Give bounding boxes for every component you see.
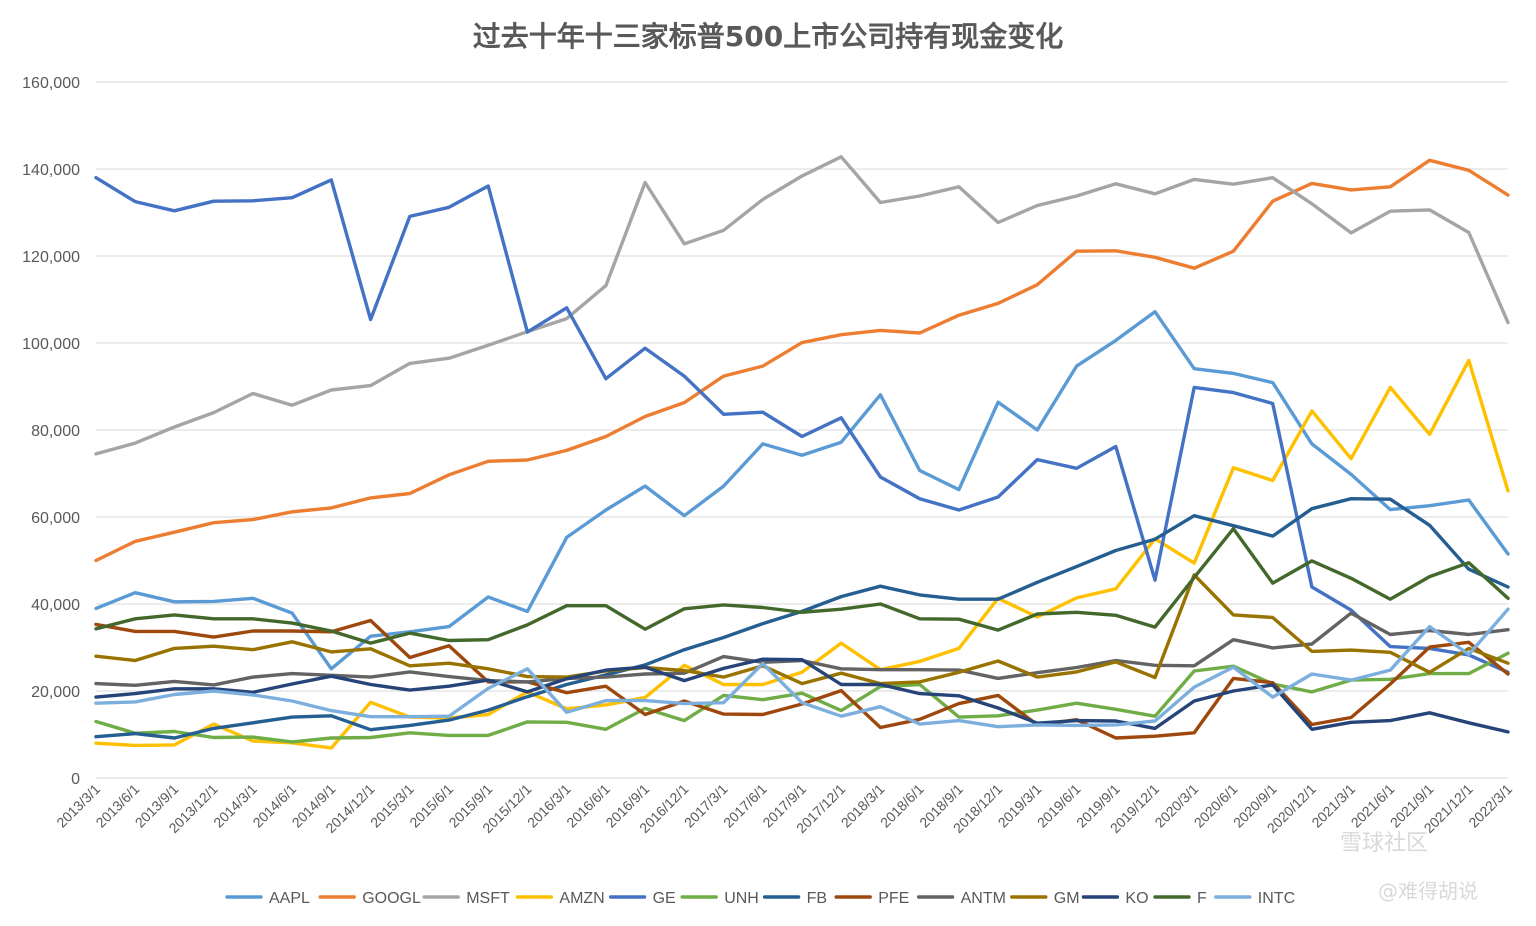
legend-label-f: F — [1197, 890, 1207, 907]
watermark-credit: @难得胡说 — [1378, 879, 1478, 903]
series-line-ko — [94, 657, 1510, 734]
series-lines — [94, 155, 1510, 750]
x-tick-label: 2022/3/1 — [1465, 781, 1515, 831]
y-tick-label: 160,000 — [22, 75, 80, 92]
series-line-googl — [94, 158, 1510, 563]
y-tick-label: 140,000 — [22, 162, 80, 179]
watermark-text: 雪球社区 — [1340, 831, 1428, 856]
series-line-unh — [94, 651, 1510, 744]
series-line-aapl — [94, 310, 1510, 671]
legend-label-gm: GM — [1054, 890, 1080, 907]
y-tick-label: 60,000 — [31, 510, 80, 527]
series-line-msft — [94, 155, 1510, 456]
legend-label-intc: INTC — [1258, 890, 1295, 907]
legend: AAPL GOOGL MSFT AMZN GE UNH FB PFE ANTM GM KO F INTC — [225, 890, 1295, 907]
y-axis-ticks: 0 20,000 40,000 60,000 80,000 100,000 120,000 1… — [22, 75, 80, 788]
series-line-antm — [94, 611, 1510, 687]
y-tick-label: 0 — [71, 771, 80, 788]
chart-title: 过去十年十三家标普500上市公司持有现金变化 — [473, 20, 1063, 53]
y-tick-label: 20,000 — [31, 684, 80, 701]
legend-label-unh: UNH — [724, 890, 759, 907]
y-tick-label: 100,000 — [22, 336, 80, 353]
series-line-gm — [94, 573, 1510, 686]
legend-label-ko: KO — [1125, 890, 1148, 907]
series-line-f — [94, 527, 1510, 645]
legend-label-ge: GE — [653, 890, 676, 907]
y-tick-label: 40,000 — [31, 597, 80, 614]
legend-label-amzn: AMZN — [559, 890, 604, 907]
y-tick-label: 120,000 — [22, 249, 80, 266]
legend-label-antm: ANTM — [961, 890, 1006, 907]
legend-label-googl: GOOGL — [362, 890, 421, 907]
series-line-amzn — [94, 358, 1510, 750]
legend-label-fb: FB — [807, 890, 827, 907]
series-line-ge — [94, 175, 1510, 674]
legend-label-aapl: AAPL — [269, 890, 310, 907]
series-line-intc — [94, 607, 1510, 729]
y-tick-label: 80,000 — [31, 423, 80, 440]
x-axis-ticks: 2013/3/12013/6/12013/9/12013/12/12014/3/… — [53, 781, 1515, 837]
legend-label-pfe: PFE — [878, 890, 909, 907]
legend-label-msft: MSFT — [466, 890, 510, 907]
